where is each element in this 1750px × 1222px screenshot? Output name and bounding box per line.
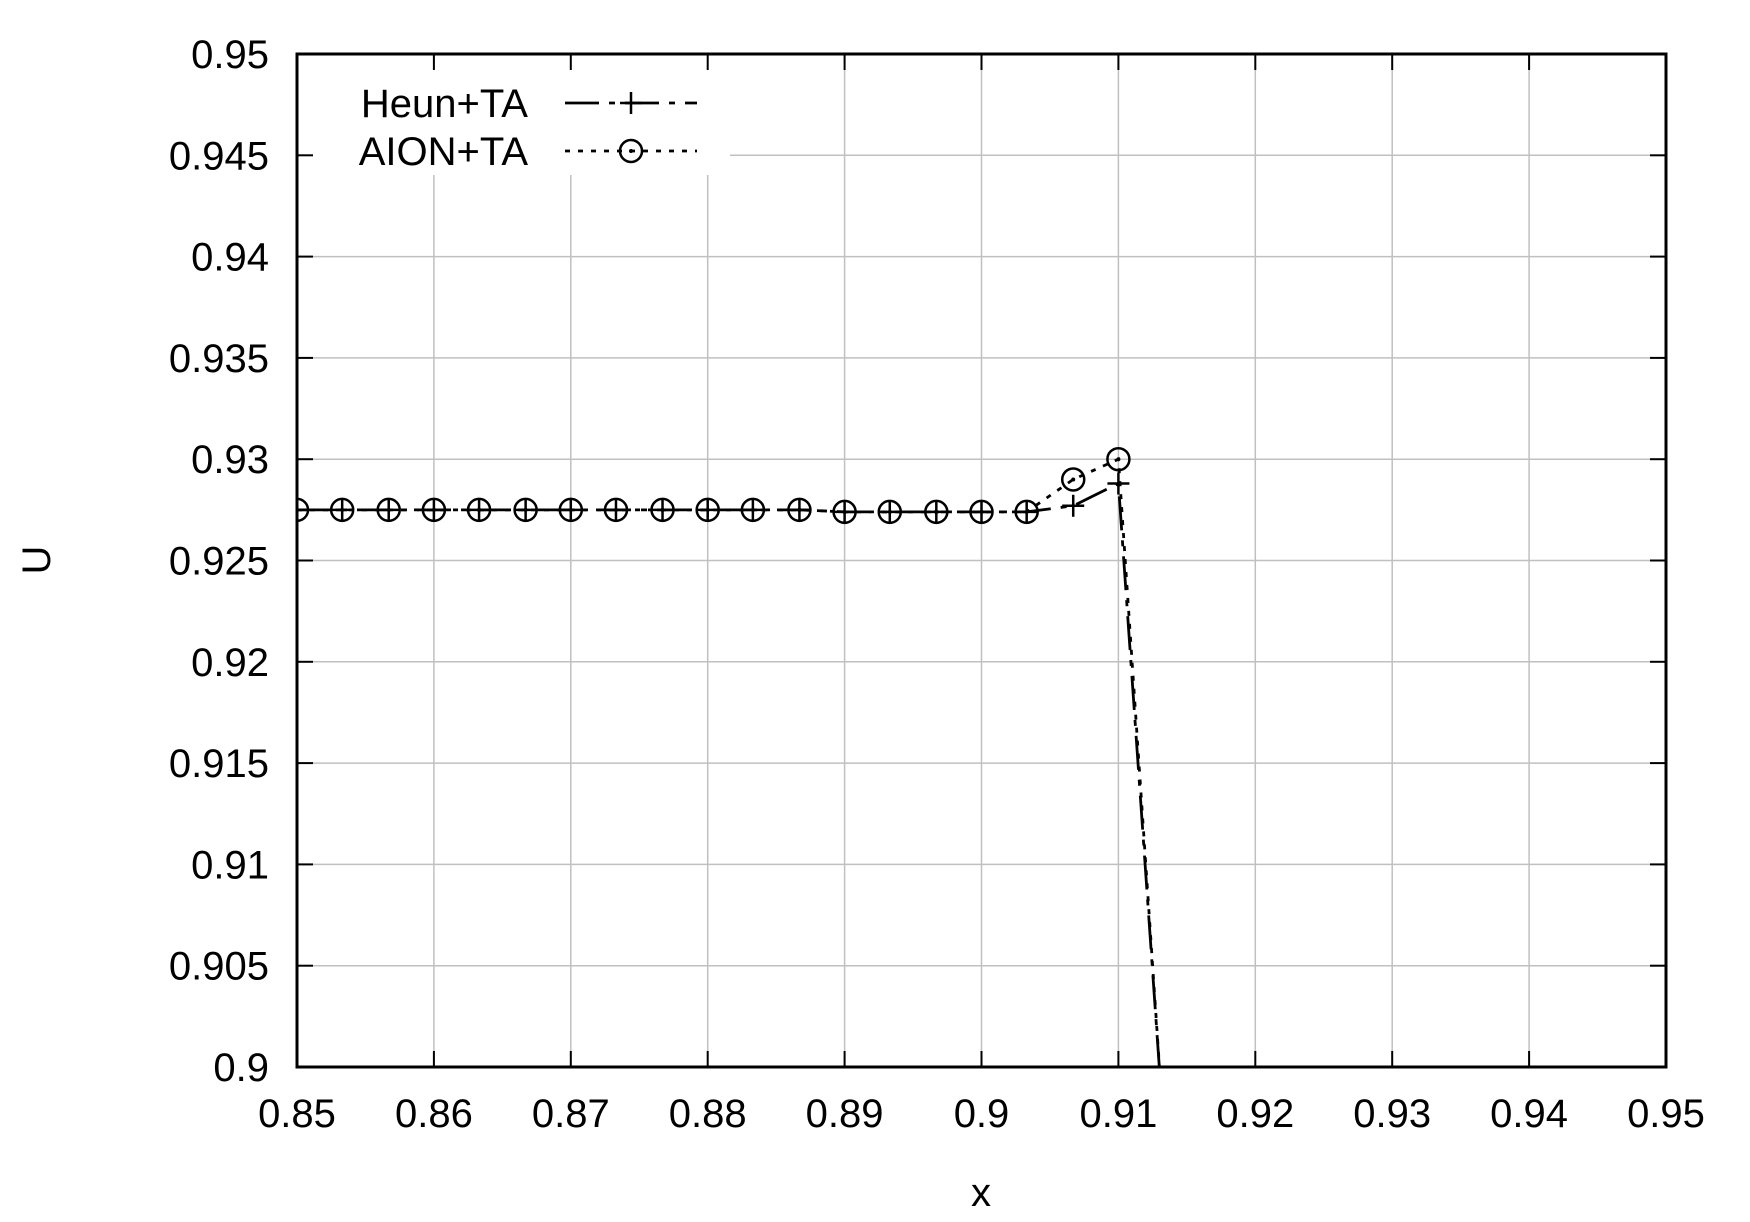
- x-tick-label: 0.87: [532, 1092, 610, 1136]
- y-tick-label: 0.905: [169, 945, 269, 989]
- x-axis-label: x: [971, 1171, 991, 1215]
- x-tick-label: 0.88: [669, 1092, 747, 1136]
- circle-marker: [1060, 467, 1086, 492]
- data-point-1: [466, 497, 492, 523]
- circle-marker-dot: [1071, 477, 1076, 482]
- data-point-1: [1060, 467, 1086, 492]
- circle-marker-dot: [386, 507, 391, 512]
- circle-marker-dot: [431, 507, 436, 512]
- circle-marker-dot: [477, 507, 482, 512]
- x-tick-label: 0.92: [1216, 1092, 1294, 1136]
- circle-marker-dot: [568, 507, 573, 512]
- y-tick-label: 0.925: [169, 540, 269, 584]
- circle-marker-dot: [750, 507, 755, 512]
- circle-marker-dot: [842, 509, 847, 514]
- y-tick-label: 0.945: [169, 134, 269, 178]
- circle-marker: [877, 499, 903, 525]
- circle-marker-dot: [979, 509, 984, 514]
- x-tick-label: 0.93: [1353, 1092, 1431, 1136]
- circle-marker: [466, 497, 492, 523]
- x-tick-label: 0.91: [1079, 1092, 1157, 1136]
- data-point-1: [787, 497, 812, 523]
- circle-marker: [924, 499, 949, 525]
- data-point-1: [650, 497, 675, 523]
- x-tick-label: 0.89: [806, 1092, 884, 1136]
- circle-marker: [1014, 499, 1039, 525]
- legend-label-1: AION+TA: [359, 130, 529, 174]
- series-layer: [297, 446, 1161, 1067]
- circle-marker-dot: [613, 507, 618, 512]
- data-point-0: [297, 498, 308, 521]
- x-tick-label: 0.9: [954, 1092, 1010, 1136]
- series-line-1: [297, 457, 1161, 1067]
- y-tick-label: 0.93: [191, 438, 269, 482]
- data-point-1: [376, 497, 401, 523]
- legend-label-0: Heun+TA: [361, 82, 528, 126]
- circle-marker-dot: [887, 509, 892, 514]
- data-point-1: [513, 497, 538, 523]
- legend-marker-0: [620, 92, 642, 114]
- y-tick-label: 0.935: [169, 337, 269, 381]
- grid: [297, 54, 1666, 1067]
- circle-marker-dot: [523, 507, 528, 512]
- circle-marker-dot: [934, 509, 939, 514]
- circle-marker: [618, 138, 644, 164]
- y-tick-label: 0.95: [191, 33, 269, 77]
- circle-marker: [329, 497, 355, 523]
- circle-marker: [832, 499, 857, 525]
- circle-marker: [421, 497, 447, 523]
- y-tick-label: 0.9: [213, 1046, 269, 1090]
- circle-marker-dot: [340, 507, 345, 512]
- data-point-1: [1106, 446, 1131, 472]
- data-point-1: [832, 499, 857, 525]
- circle-marker: [787, 497, 812, 523]
- circle-marker: [513, 497, 538, 523]
- data-point-0: [1062, 494, 1085, 517]
- circle-marker: [969, 499, 994, 525]
- circle-marker-dot: [705, 507, 710, 512]
- circle-marker-dot: [660, 507, 665, 512]
- circle-marker-dot: [629, 149, 633, 153]
- data-point-1: [969, 499, 994, 525]
- circle-marker-dot: [1116, 457, 1121, 462]
- y-tick-label: 0.91: [191, 843, 269, 887]
- axes: [295, 52, 1668, 1069]
- legend-marker-1: [618, 138, 644, 164]
- data-point-1: [603, 497, 629, 523]
- circle-marker: [558, 497, 584, 523]
- data-point-1: [421, 497, 447, 523]
- circle-marker: [1106, 446, 1131, 472]
- x-tick-label: 0.86: [395, 1092, 473, 1136]
- circle-marker-dot: [1024, 509, 1029, 514]
- data-point-1: [740, 497, 766, 523]
- circle-marker-dot: [797, 507, 802, 512]
- circle-marker: [297, 497, 310, 523]
- plot-frame: [295, 52, 1668, 1069]
- data-point-1: [558, 497, 584, 523]
- data-point-1: [1014, 499, 1039, 525]
- y-tick-label: 0.92: [191, 641, 269, 685]
- x-tick-label: 0.95: [1627, 1092, 1705, 1136]
- circle-marker: [376, 497, 401, 523]
- x-tick-label: 0.94: [1490, 1092, 1568, 1136]
- y-tick-label: 0.94: [191, 236, 269, 280]
- tick-labels: 0.85 0.86 0.87 0.88 0.89 0.9 0.91 0.92 0.93 0.94 0…: [169, 33, 1705, 1136]
- circle-marker: [603, 497, 629, 523]
- data-point-1: [329, 497, 355, 523]
- data-point-1: [924, 499, 949, 525]
- legend-background: [300, 57, 730, 175]
- circle-marker: [650, 497, 675, 523]
- y-tick-label: 0.915: [169, 742, 269, 786]
- y-axis-label: U: [15, 546, 59, 575]
- data-point-0: [1107, 472, 1130, 495]
- data-point-1: [695, 497, 720, 523]
- circle-marker: [695, 497, 720, 523]
- circle-marker: [740, 497, 766, 523]
- x-tick-label: 0.85: [258, 1092, 336, 1136]
- data-point-1: [877, 499, 903, 525]
